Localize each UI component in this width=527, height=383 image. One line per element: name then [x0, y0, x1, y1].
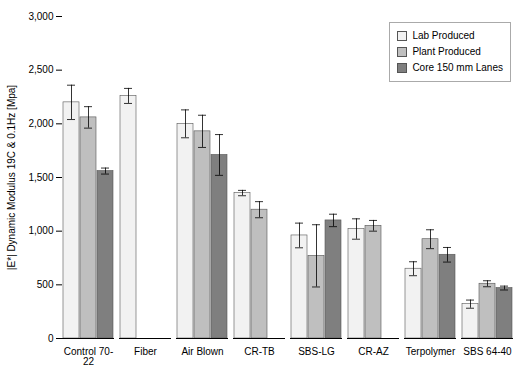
svg-text:Control 70-22: Control 70-22 [64, 346, 113, 367]
svg-text:CR-TB: CR-TB [244, 346, 275, 357]
html-text:Lab Produced: Lab Produced [412, 30, 475, 41]
svg-text:500: 500 [37, 279, 54, 290]
svg-text:Air Blown: Air Blown [181, 346, 223, 357]
html-text:Plant Produced: Plant Produced [412, 46, 481, 57]
svg-text:Terpolymer: Terpolymer [406, 346, 456, 357]
svg-text:1,500: 1,500 [28, 172, 53, 183]
html-text:Core 150 mm Lanes: Core 150 mm Lanes [412, 62, 503, 73]
svg-text:2,500: 2,500 [28, 64, 53, 75]
svg-text:CR-AZ: CR-AZ [358, 346, 389, 357]
svg-text:2,000: 2,000 [28, 118, 53, 129]
svg-text:1,000: 1,000 [28, 225, 53, 236]
svg-text:|E*| Dynamic Modulus 19C & 0.1: |E*| Dynamic Modulus 19C & 0.1Hz [Mpa] [6, 85, 17, 270]
svg-text:SBS-LG: SBS-LG [298, 346, 335, 357]
svg-text:SBS 64-40: SBS 64-40 [463, 346, 512, 357]
svg-text:3,000: 3,000 [28, 11, 53, 22]
svg-text:0: 0 [48, 333, 54, 344]
svg-text:Fiber: Fiber [134, 346, 157, 357]
